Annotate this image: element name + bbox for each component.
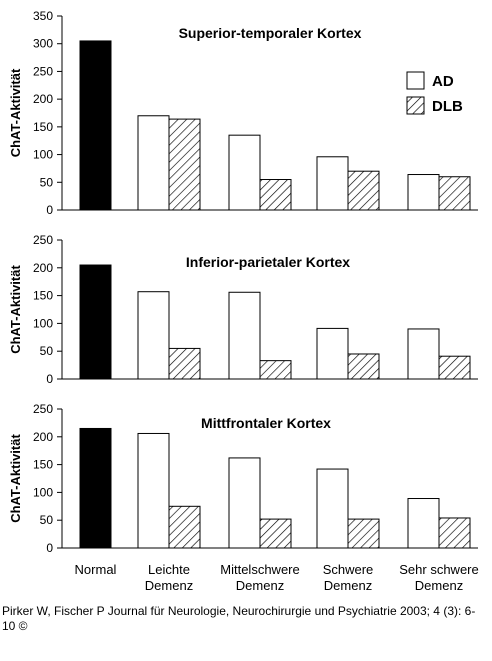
- x-category-label: Mittelschwere: [220, 562, 299, 577]
- bar-dlb-1: [168, 347, 201, 380]
- y-axis-label: ChAT-Aktivität: [8, 68, 23, 157]
- bar-ad-2: [228, 291, 261, 380]
- y-axis-label: ChAT-Aktivität: [8, 434, 23, 523]
- y-tick-label: 100: [33, 148, 53, 162]
- chat-activity-figure: 0 50 100 150 200 250 300 350 ChAT-Aktivität Super…: [8, 9, 479, 593]
- bar-dlb-3: [347, 518, 380, 549]
- bar-normal: [79, 427, 112, 549]
- y-tick-label: 200: [33, 430, 53, 444]
- bar-dlb-3: [347, 353, 380, 380]
- y-tick-label: 50: [40, 513, 54, 527]
- chart-title: Superior-temporaler Kortex: [179, 25, 362, 41]
- y-tick-label: 0: [46, 541, 53, 555]
- y-tick-label: 150: [33, 289, 53, 303]
- x-category-label-line2: Demenz: [236, 578, 284, 593]
- bar-ad-4: [407, 498, 440, 549]
- legend-label-dlb: DLB: [432, 98, 463, 115]
- figure-caption: Pirker W, Fischer P Journal für Neurolog…: [2, 604, 476, 633]
- chart-title: Mittfrontaler Kortex: [201, 415, 331, 431]
- x-category-label: Normal: [75, 562, 117, 577]
- bar-dlb-2: [259, 179, 292, 211]
- y-tick-label: 0: [46, 372, 53, 386]
- y-tick-label: 350: [33, 9, 53, 23]
- bar-dlb-3: [347, 170, 380, 211]
- bar-ad-2: [228, 134, 261, 211]
- chart-panel-2: 0 50 100 150 200 250 ChAT-Aktivität Inferior-pa…: [8, 233, 478, 386]
- bar-ad-1: [137, 291, 170, 380]
- bar-ad-4: [407, 174, 440, 211]
- legend-swatch-ad: [406, 71, 425, 90]
- y-tick-label: 50: [40, 344, 54, 358]
- bar-dlb-2: [259, 360, 292, 380]
- x-category-label-line2: Demenz: [145, 578, 193, 593]
- y-tick-label: 50: [40, 175, 54, 189]
- bar-dlb-1: [168, 505, 201, 549]
- y-tick-label: 200: [33, 261, 53, 275]
- bar-dlb-4: [438, 517, 471, 549]
- bar-dlb-2: [259, 518, 292, 549]
- legend-label-ad: AD: [432, 73, 454, 90]
- bar-ad-3: [316, 468, 349, 549]
- bar-ad-4: [407, 328, 440, 380]
- y-tick-label: 200: [33, 92, 53, 106]
- x-category-label-line2: Demenz: [415, 578, 463, 593]
- x-category-label: Sehr schwere: [399, 562, 478, 577]
- chart-panel-3: 0 50 100 150 200 250 ChAT-Aktivität Mittfrontal…: [8, 402, 478, 555]
- y-tick-label: 150: [33, 120, 53, 134]
- x-category-label-line2: Demenz: [324, 578, 372, 593]
- y-tick-label: 300: [33, 37, 53, 51]
- legend: AD DLB: [406, 71, 463, 115]
- y-tick-label: 150: [33, 458, 53, 472]
- bar-ad-3: [316, 327, 349, 380]
- bar-ad-2: [228, 457, 261, 549]
- bar-ad-3: [316, 156, 349, 211]
- bar-dlb-4: [438, 355, 471, 380]
- y-tick-label: 250: [33, 64, 53, 78]
- bar-dlb-4: [438, 176, 471, 211]
- bar-ad-1: [137, 432, 170, 549]
- bar-ad-1: [137, 115, 170, 211]
- y-tick-label: 100: [33, 485, 53, 499]
- legend-swatch-dlb: [406, 96, 425, 115]
- x-category-label: Leichte: [148, 562, 190, 577]
- chart-title: Inferior-parietaler Kortex: [186, 254, 350, 270]
- bar-normal: [79, 40, 112, 211]
- bar-dlb-1: [168, 118, 201, 211]
- bar-normal: [79, 264, 112, 380]
- chart-panel-1: 0 50 100 150 200 250 300 350 ChAT-Aktivität Super…: [8, 9, 478, 217]
- x-category-label: Schwere: [323, 562, 374, 577]
- y-tick-label: 250: [33, 233, 53, 247]
- y-tick-label: 100: [33, 316, 53, 330]
- y-axis-label: ChAT-Aktivität: [8, 265, 23, 354]
- y-tick-label: 250: [33, 402, 53, 416]
- y-tick-label: 0: [46, 203, 53, 217]
